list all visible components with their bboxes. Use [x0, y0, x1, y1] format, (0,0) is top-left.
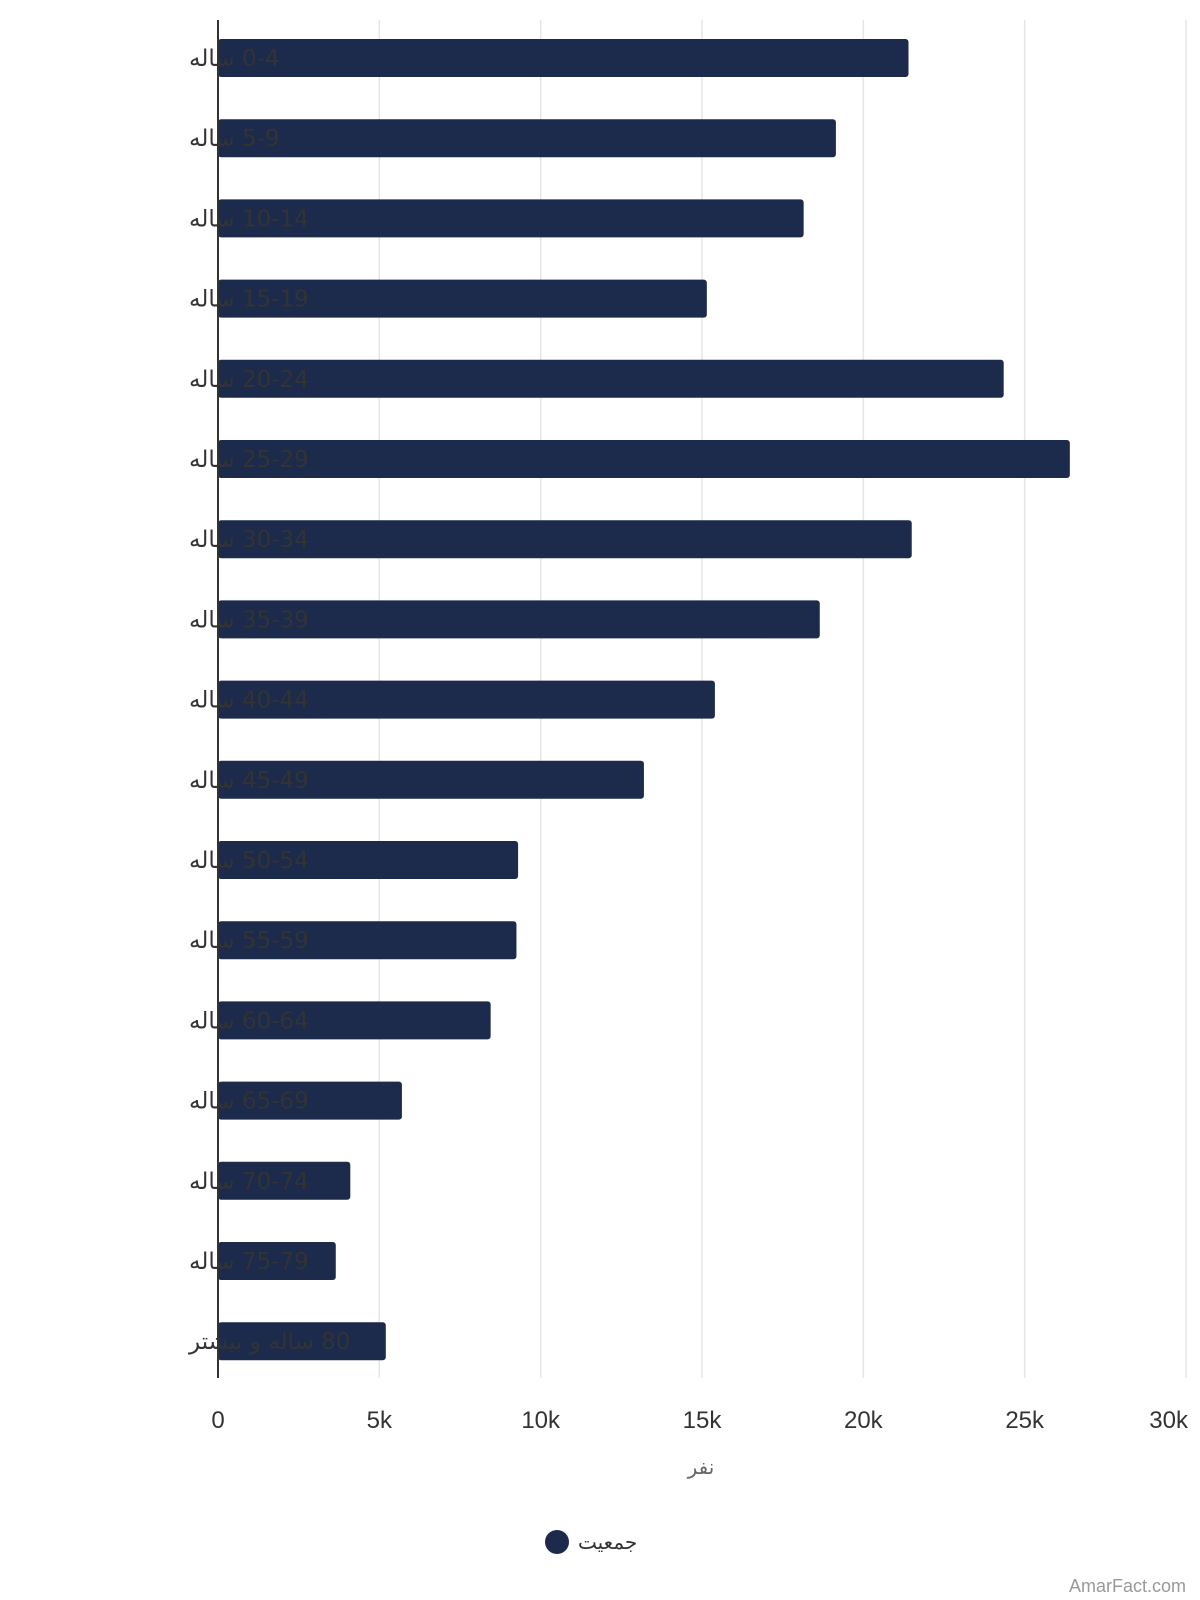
- bar-1[interactable]: [218, 119, 836, 158]
- bar-16[interactable]: [218, 1322, 386, 1361]
- category-label-0: 0-4 ساله: [189, 46, 280, 72]
- bar-6[interactable]: [218, 520, 912, 559]
- bars: [218, 39, 1070, 1361]
- category-label-10: 50-54 ساله: [189, 848, 309, 874]
- category-label-5: 25-29 ساله: [189, 447, 309, 473]
- bar-0[interactable]: [218, 39, 909, 77]
- bar-4[interactable]: [218, 359, 1004, 398]
- category-label-6: 30-34 ساله: [189, 527, 309, 553]
- x-tick-label-5: 25k: [1005, 1407, 1045, 1434]
- category-label-15: 75-79 ساله: [189, 1249, 309, 1275]
- bar-15[interactable]: [218, 1242, 336, 1280]
- category-label-7: 35-39 ساله: [189, 607, 309, 633]
- category-label-16: 80 ساله و بیشتر: [188, 1329, 350, 1355]
- category-label-3: 15-19 ساله: [189, 287, 309, 313]
- bar-9[interactable]: [218, 760, 644, 799]
- category-labels: 0-4 ساله 5-9 ساله 10-14 ساله 15-19 ساله 20-2…: [188, 46, 350, 1355]
- category-label-12: 60-64 ساله: [189, 1008, 309, 1034]
- bar-2[interactable]: [218, 199, 804, 238]
- legend-marker: [545, 1530, 569, 1554]
- x-tick-labels: 0 5k 10k 15k 20k 25k 30k: [211, 1407, 1189, 1434]
- category-label-4: 20-24 ساله: [189, 367, 309, 393]
- x-tick-label-6: 30k: [1149, 1407, 1189, 1434]
- x-tick-label-2: 10k: [521, 1407, 561, 1434]
- category-label-8: 40-44 ساله: [189, 688, 309, 714]
- credit-text[interactable]: AmarFact.com: [1069, 1576, 1186, 1596]
- category-label-1: 5-9 ساله: [189, 126, 280, 152]
- bar-8[interactable]: [218, 680, 715, 719]
- category-label-14: 70-74 ساله: [189, 1169, 309, 1195]
- bar-12[interactable]: [218, 1001, 491, 1040]
- x-tick-label-1: 5k: [367, 1407, 393, 1434]
- legend-label: جمعیت: [578, 1530, 637, 1554]
- bar-10[interactable]: [218, 841, 519, 879]
- x-axis-title: نفر: [687, 1455, 715, 1479]
- x-tick-label-0: 0: [211, 1407, 224, 1434]
- bar-14[interactable]: [218, 1161, 351, 1200]
- category-label-13: 65-69 ساله: [189, 1089, 309, 1115]
- bar-7[interactable]: [218, 600, 820, 639]
- bar-13[interactable]: [218, 1081, 402, 1120]
- category-label-2: 10-14 ساله: [189, 206, 309, 232]
- category-label-11: 55-59 ساله: [189, 928, 309, 954]
- bar-3[interactable]: [218, 279, 707, 318]
- legend[interactable]: جمعیت: [545, 1530, 637, 1554]
- category-label-9: 45-49 ساله: [189, 768, 309, 794]
- x-tick-label-4: 20k: [844, 1407, 884, 1434]
- x-tick-label-3: 15k: [683, 1407, 723, 1434]
- bar-5[interactable]: [218, 440, 1070, 478]
- bar-11[interactable]: [218, 921, 517, 960]
